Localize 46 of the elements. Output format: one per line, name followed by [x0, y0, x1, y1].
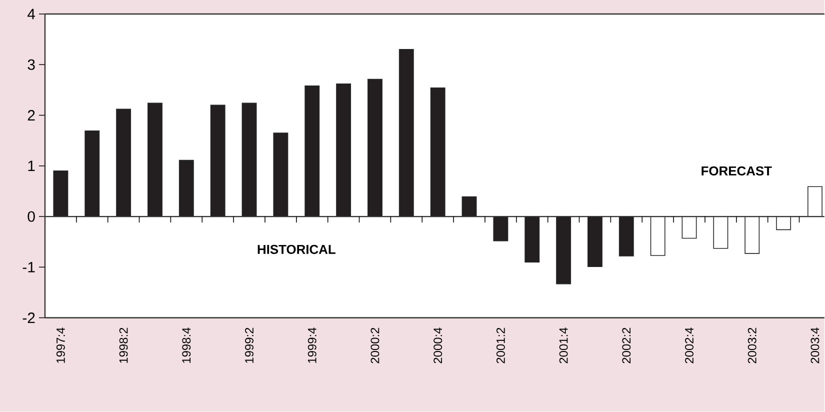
x-tick-label: 1998:4: [182, 328, 191, 364]
bar: [588, 216, 602, 268]
y-tick-label: 4: [28, 9, 36, 20]
annotation: HISTORICAL: [258, 244, 336, 254]
y-tick-label: 1: [28, 160, 35, 172]
x-tick-label: 2000:2: [370, 328, 380, 364]
bar: [210, 104, 226, 218]
bar: [618, 216, 634, 257]
x-tick-label: 2000:4: [434, 328, 442, 364]
bar: [368, 79, 382, 218]
y-tick-label: -1: [22, 262, 35, 272]
annotation: FORECAST: [702, 166, 772, 176]
x-tick-label: 2003:4: [810, 328, 820, 364]
bar: [430, 88, 446, 218]
x-tick-label: 1999:4: [308, 328, 316, 364]
y-tick-label: 2: [28, 110, 35, 121]
bar: [682, 216, 697, 239]
bar: [116, 108, 132, 218]
x-tick-label: 1999:2: [245, 328, 254, 364]
x-tick-label: 2001:2: [496, 328, 505, 364]
bar: [713, 216, 728, 249]
bar: [556, 216, 572, 284]
bar: [53, 170, 68, 218]
y-tick-label: 0: [28, 211, 35, 222]
bar: [650, 216, 666, 256]
x-tick-label: 1997:4: [56, 328, 65, 364]
bar: [462, 196, 477, 218]
x-tick-label: 2002:2: [622, 328, 631, 364]
bar: [84, 130, 100, 218]
x-tick-label: 1998:2: [119, 328, 128, 364]
bar: [178, 160, 194, 218]
bar: [398, 49, 414, 218]
y-tick-label: -2: [22, 312, 35, 324]
bar: [148, 102, 162, 218]
bar: [273, 132, 288, 218]
bar: [493, 216, 508, 242]
y-tick-label: 3: [28, 59, 35, 70]
bar: [524, 216, 540, 263]
bar: [336, 84, 352, 218]
bar: [304, 86, 320, 218]
x-tick-label: 2001:4: [559, 328, 568, 364]
x-tick-label: 2003:2: [748, 328, 756, 364]
x-tick-label: 2002:4: [685, 328, 694, 364]
bar: [776, 216, 792, 230]
bar: [744, 216, 760, 254]
bar: [242, 102, 257, 218]
